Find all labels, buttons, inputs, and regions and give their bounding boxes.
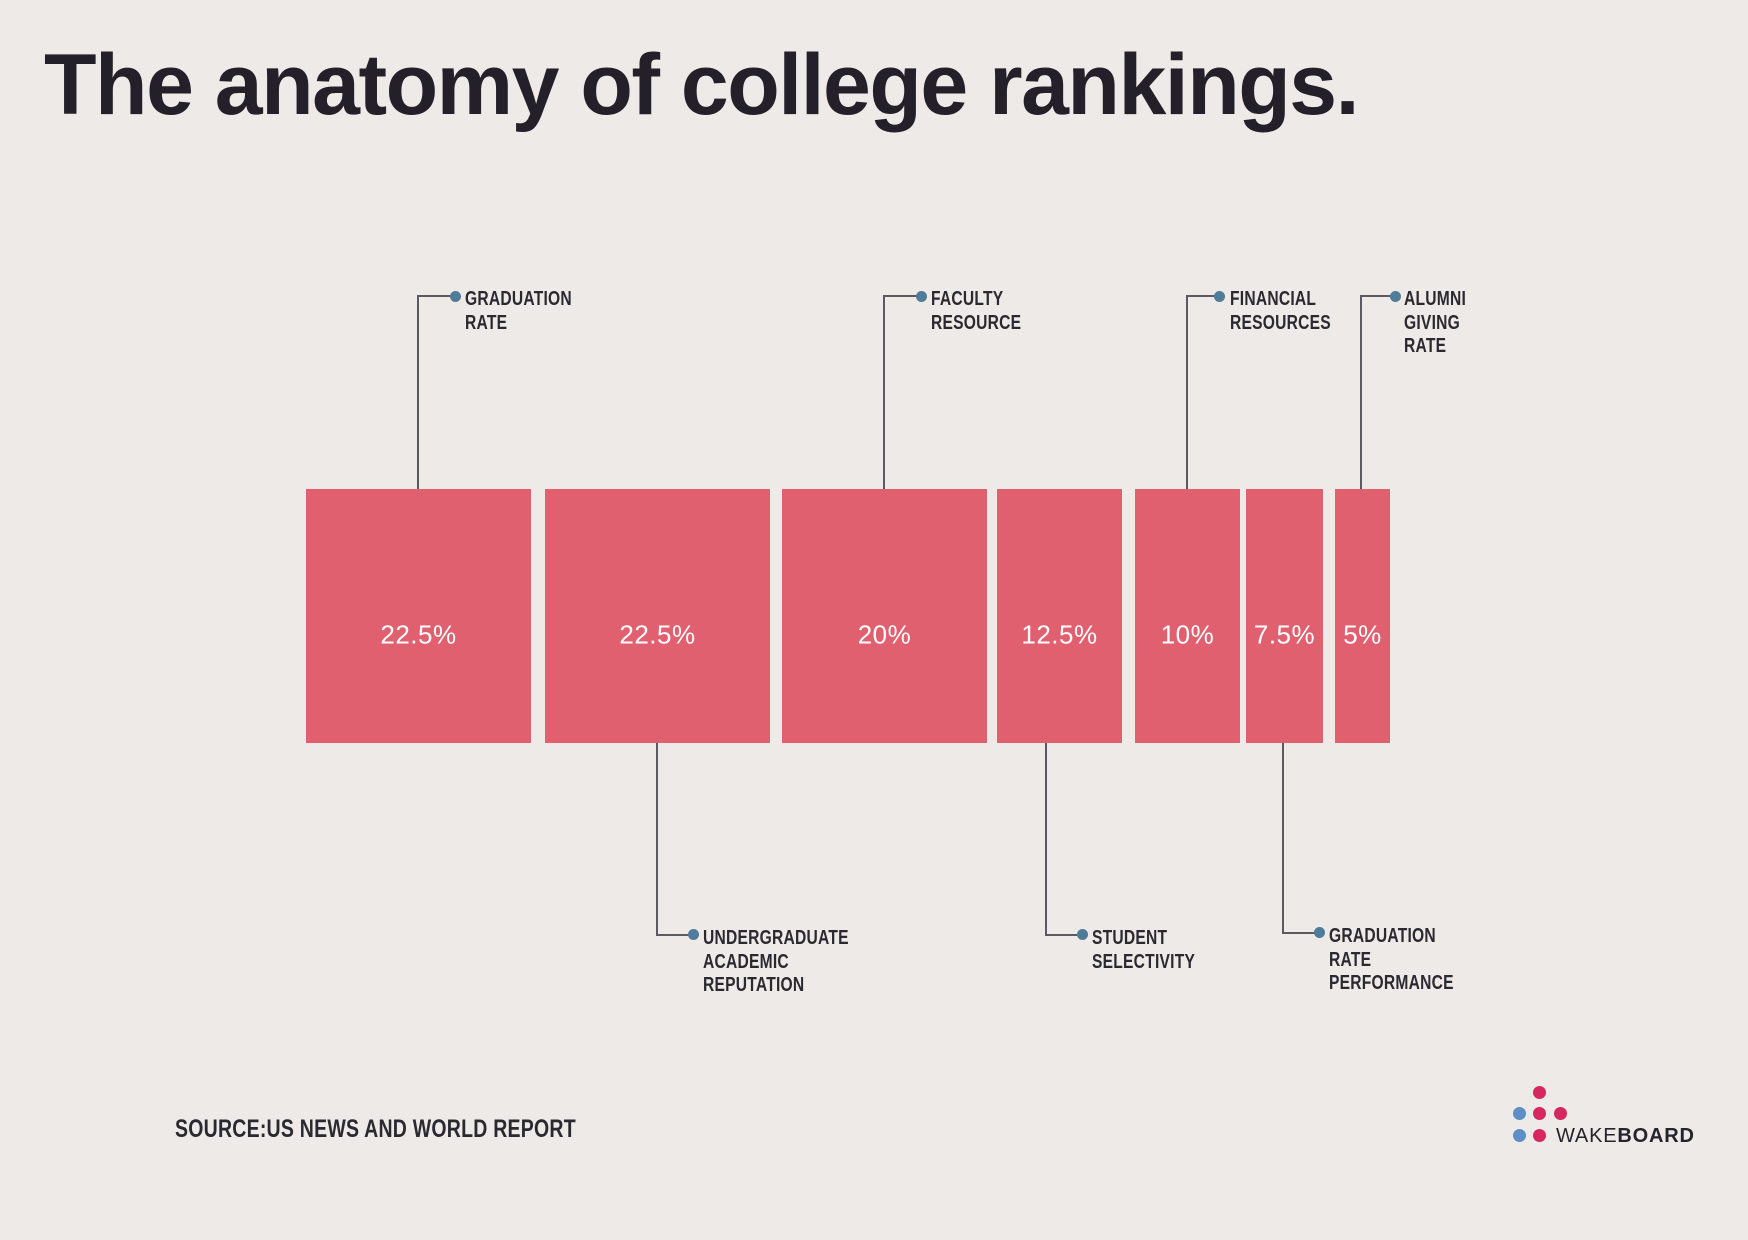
- connector-vline: [883, 296, 885, 489]
- page-title: The anatomy of college rankings.: [44, 37, 1359, 133]
- bar-graduation-rate: 22.5%: [306, 489, 531, 743]
- connector-hline: [1360, 295, 1391, 297]
- logo-dot-icon: [1533, 1107, 1546, 1120]
- bar-faculty-resource: 20%: [782, 489, 987, 743]
- bar-value-label: 7.5%: [1253, 619, 1316, 650]
- bar-value-label: 5%: [1343, 619, 1382, 650]
- connector-dot-icon: [916, 291, 927, 302]
- label-undergraduate-academic-reputation: UNDERGRADUATE ACADEMIC REPUTATION: [703, 927, 849, 996]
- connector-vline: [1282, 743, 1284, 934]
- bar-undergraduate-academic-reputation: 22.5%: [545, 489, 770, 743]
- bar-value-label: 10%: [1160, 619, 1215, 650]
- label-graduation-rate-performance: GRADUATION RATE PERFORMANCE: [1329, 925, 1454, 994]
- connector-vline: [1045, 743, 1047, 936]
- connector-hline: [656, 934, 691, 936]
- bar-graduation-rate-performance: 7.5%: [1246, 489, 1323, 743]
- bar-value-label: 12.5%: [1021, 619, 1098, 650]
- bar-financial-resources: 10%: [1135, 489, 1240, 743]
- bar-value-label: 20%: [857, 619, 912, 650]
- bar-value-label: 22.5%: [619, 619, 696, 650]
- logo-dot-icon: [1533, 1129, 1546, 1142]
- connector-hline: [417, 295, 452, 297]
- connector-vline: [1360, 296, 1362, 489]
- bar-student-selectivity: 12.5%: [997, 489, 1122, 743]
- connector-dot-icon: [1314, 927, 1325, 938]
- logo-dot-icon: [1513, 1129, 1526, 1142]
- label-alumni-giving-rate: ALUMNI GIVING RATE: [1404, 288, 1467, 357]
- bar-alumni-giving-rate: 5%: [1335, 489, 1390, 743]
- connector-dot-icon: [688, 929, 699, 940]
- label-financial-resources: FINANCIAL RESOURCES: [1230, 288, 1331, 334]
- connector-dot-icon: [1077, 929, 1088, 940]
- source-note: SOURCE:US NEWS AND WORLD REPORT: [175, 1115, 576, 1143]
- label-student-selectivity: STUDENT SELECTIVITY: [1092, 927, 1196, 973]
- logo-wake: WAKE: [1556, 1125, 1618, 1147]
- connector-hline: [883, 295, 918, 297]
- logo-dot-icon: [1554, 1107, 1567, 1120]
- connector-hline: [1045, 934, 1080, 936]
- connector-vline: [1186, 296, 1188, 489]
- bar-value-label: 22.5%: [380, 619, 457, 650]
- connector-dot-icon: [450, 291, 461, 302]
- connector-hline: [1282, 932, 1317, 934]
- logo-dot-icon: [1533, 1086, 1546, 1099]
- label-faculty-resource: FACULTY RESOURCE: [931, 288, 1022, 334]
- logo-board: BOARD: [1617, 1125, 1695, 1147]
- logo-wordmark: WAKEBOARD: [1556, 1125, 1695, 1148]
- logo-dot-icon: [1513, 1107, 1526, 1120]
- connector-vline: [656, 743, 658, 936]
- connector-vline: [417, 296, 419, 489]
- label-graduation-rate: GRADUATION RATE: [465, 288, 572, 334]
- connector-hline: [1186, 295, 1219, 297]
- connector-dot-icon: [1390, 291, 1401, 302]
- connector-dot-icon: [1214, 291, 1225, 302]
